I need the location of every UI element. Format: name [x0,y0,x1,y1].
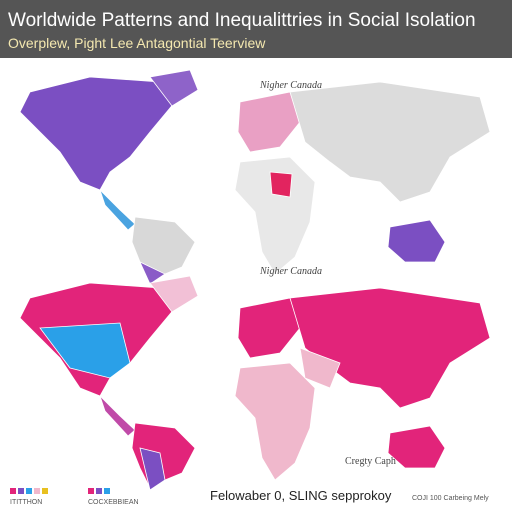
legend-label: COCXEBBIEAN [88,499,139,506]
middle-east [299,347,341,389]
south-america-south [139,261,166,285]
subtitle: Overplew, Pight Lee Antagontial Teerview [8,35,266,51]
swatch [10,488,16,494]
greenland [149,69,199,107]
central-america [99,395,136,437]
north-america [19,76,176,191]
greenland [149,275,199,313]
europe [237,297,301,359]
swatch [18,488,24,494]
map-caption: Cregty Caph [345,456,396,467]
title: Worldwide Patterns and Inequalittries in… [8,10,476,31]
usa [39,322,131,379]
map-bottom: Nigher Canada Cregty Caph [19,266,491,491]
map-label: Nigher Canada [259,80,322,91]
asia [289,81,491,203]
map-label: Nigher Canada [259,266,322,277]
central-america [99,189,136,231]
map-top: Nigher Canada [19,69,491,285]
footer-text: Felowaber 0, SLING sepprokoy [210,488,392,503]
swatch [96,488,102,494]
south-america-south [139,447,166,491]
africa-region [269,171,293,198]
australia [387,219,446,263]
africa [234,362,316,481]
swatch [26,488,32,494]
south-america [131,216,196,283]
swatch [88,488,94,494]
legend-label: ITITTHON [10,499,42,506]
australia [387,425,446,469]
swatch [34,488,40,494]
footer-note: COJI 100 Carbeing Mely [412,495,489,502]
footer: ITITTHON COCXEBBIEAN Felowaber 0, SLING … [10,488,489,506]
asia [289,287,491,409]
europe [237,91,301,153]
header-band [0,0,512,58]
africa [234,156,316,275]
swatch [104,488,110,494]
swatch [42,488,48,494]
